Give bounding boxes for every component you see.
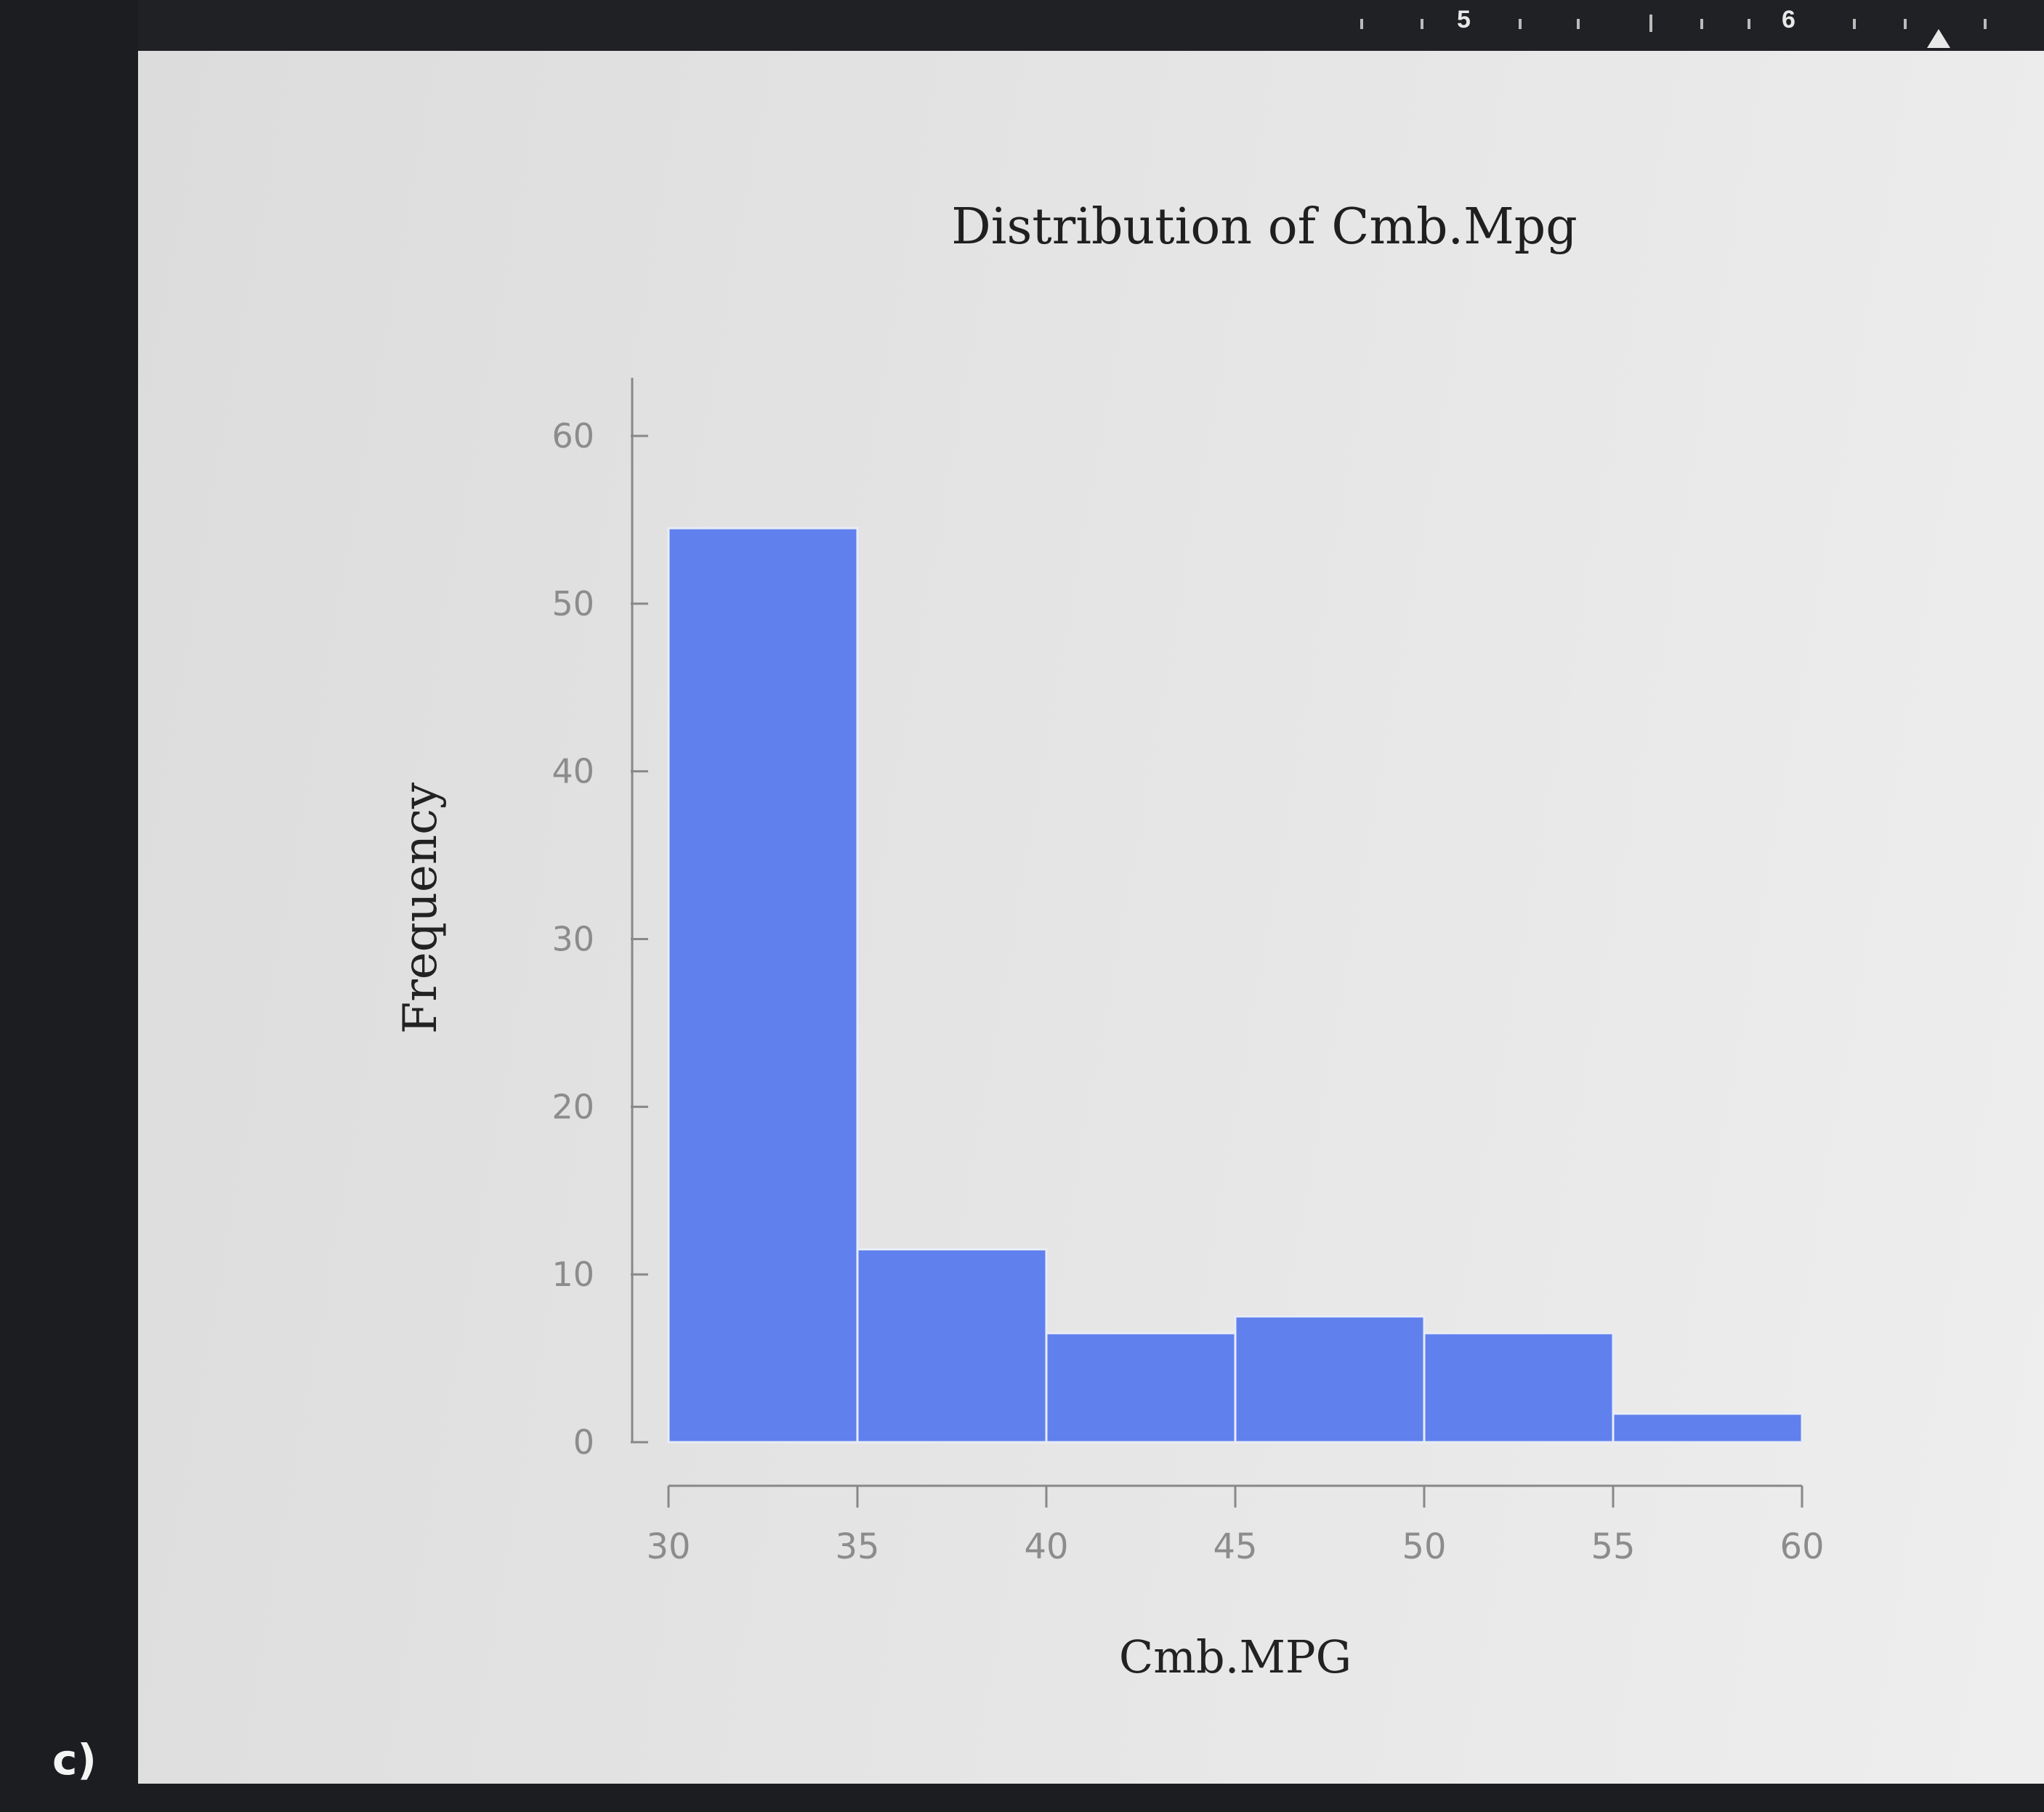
ruler-tick — [1519, 19, 1522, 29]
y-axis: 0 10 20 30 40 50 60 — [552, 378, 648, 1462]
x-tick-label: 30 — [646, 1526, 690, 1567]
histogram-bar-6 — [1612, 1412, 1803, 1444]
ruler-label-6: 6 — [1782, 6, 1795, 33]
histogram-bar-1 — [667, 527, 859, 1444]
ruler-tick — [1421, 19, 1423, 29]
ruler-tick — [1577, 19, 1580, 29]
y-tick-label: 0 — [573, 1423, 594, 1462]
bars-group — [667, 527, 1803, 1444]
x-tick-label: 35 — [835, 1526, 879, 1567]
ruler-tick — [1904, 19, 1907, 29]
histogram-bar-3 — [1045, 1332, 1237, 1444]
x-tick-label: 55 — [1591, 1526, 1635, 1567]
y-axis-label: Frequency — [394, 782, 448, 1034]
y-tick-label: 30 — [552, 920, 594, 959]
y-tick-label: 20 — [552, 1087, 594, 1126]
chart-title: Distribution of Cmb.Mpg — [951, 198, 1578, 256]
histogram-bar-5 — [1423, 1332, 1615, 1444]
y-tick-label: 60 — [552, 416, 594, 456]
document-ruler: 5 6 — [138, 0, 2044, 51]
panel-label: c) — [52, 1735, 97, 1784]
ruler-indent-marker[interactable] — [1927, 29, 1950, 48]
ruler-tick — [1700, 19, 1703, 29]
y-tick-label: 50 — [552, 584, 594, 623]
ruler-tick — [1984, 19, 1987, 29]
ruler-tick — [1360, 19, 1363, 29]
ruler-tick — [1853, 19, 1856, 29]
x-tick-label: 60 — [1780, 1526, 1824, 1567]
x-axis: 30 35 40 45 50 55 60 — [646, 1484, 1825, 1567]
y-tick-label: 10 — [552, 1255, 594, 1294]
y-tick-label: 40 — [552, 752, 594, 791]
x-tick-label: 45 — [1213, 1526, 1257, 1567]
histogram-bar-4 — [1234, 1315, 1426, 1444]
ruler-tick — [1748, 19, 1750, 29]
ruler-label-5: 5 — [1457, 6, 1471, 33]
x-tick-label: 40 — [1024, 1526, 1068, 1567]
x-axis-label: Cmb.MPG — [1119, 1630, 1352, 1683]
x-tick-label: 50 — [1402, 1526, 1446, 1567]
histogram-bar-2 — [856, 1248, 1048, 1444]
ruler-tick — [1649, 15, 1652, 32]
